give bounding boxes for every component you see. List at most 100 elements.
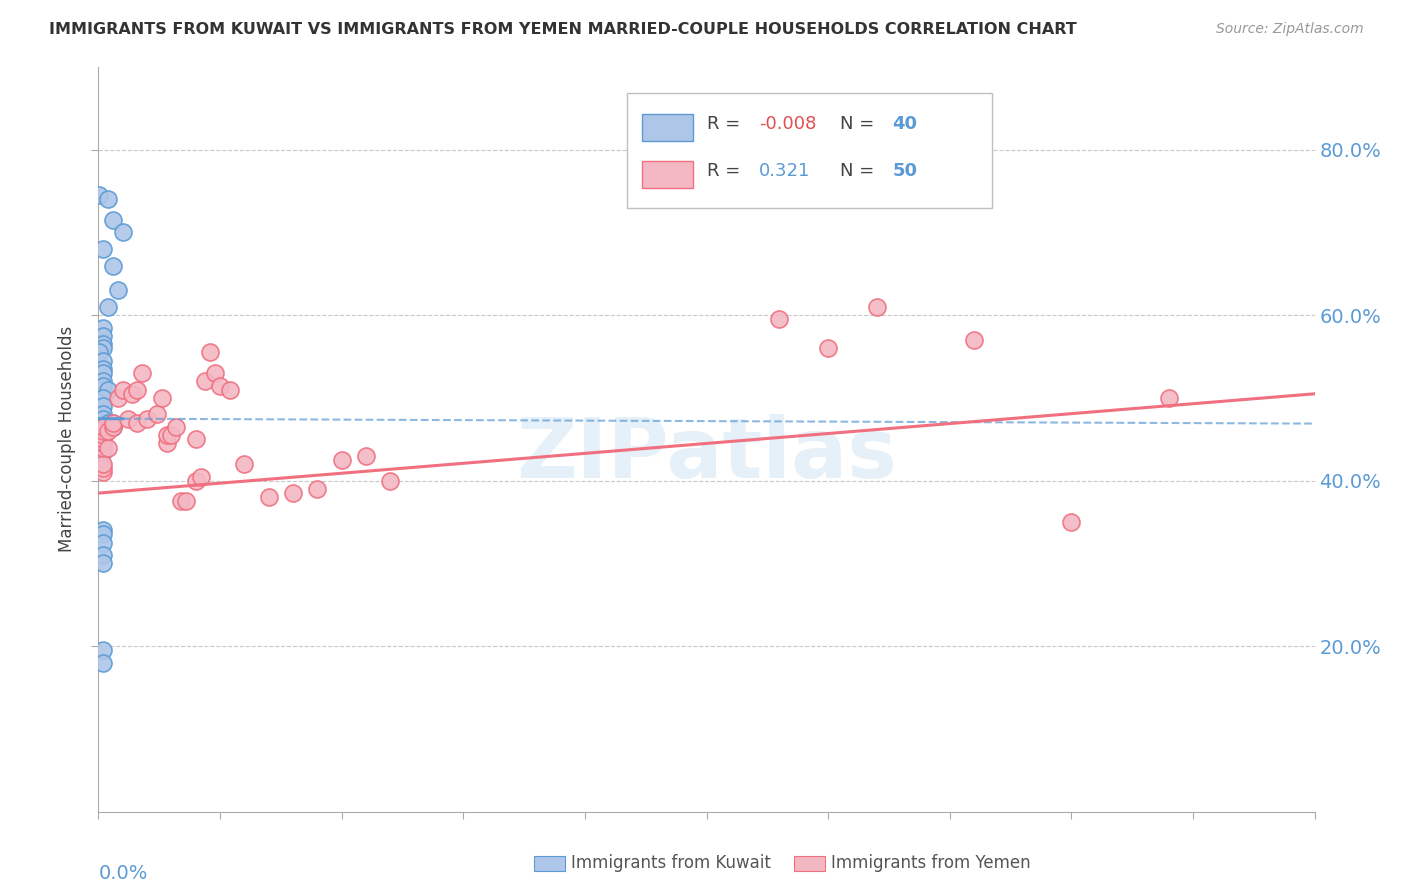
- Point: [97, 416, 120, 430]
- Text: ZIPatlas: ZIPatlas: [516, 414, 897, 495]
- Point: [91, 353, 114, 368]
- Point: [127, 383, 149, 397]
- Point: [107, 391, 129, 405]
- Point: [91, 428, 114, 442]
- Point: [91, 366, 114, 380]
- Point: [204, 366, 226, 380]
- Point: [91, 337, 114, 351]
- Point: [97, 424, 120, 438]
- Point: [107, 284, 129, 298]
- Point: [127, 416, 149, 430]
- Text: 50: 50: [893, 162, 918, 180]
- Point: [91, 432, 114, 446]
- Point: [209, 378, 232, 392]
- Point: [91, 527, 114, 541]
- Point: [817, 341, 839, 355]
- Point: [150, 391, 173, 405]
- Point: [354, 449, 377, 463]
- Point: [200, 345, 222, 359]
- Point: [160, 428, 183, 442]
- Point: [330, 453, 353, 467]
- Point: [91, 466, 114, 480]
- Point: [91, 441, 114, 455]
- Point: [91, 391, 114, 405]
- Point: [91, 524, 114, 538]
- Point: [91, 557, 114, 571]
- Point: [218, 383, 240, 397]
- Point: [91, 375, 114, 389]
- Point: [91, 436, 114, 450]
- Point: [111, 383, 134, 397]
- Text: 40: 40: [893, 115, 918, 133]
- Point: [91, 242, 114, 256]
- FancyBboxPatch shape: [627, 93, 993, 209]
- Point: [174, 494, 197, 508]
- Point: [91, 457, 114, 471]
- Text: Immigrants from Kuwait: Immigrants from Kuwait: [571, 854, 770, 871]
- Point: [190, 469, 212, 483]
- Point: [184, 432, 207, 446]
- Point: [131, 366, 153, 380]
- Point: [89, 449, 111, 463]
- Point: [91, 444, 114, 458]
- Point: [91, 411, 114, 425]
- Point: [89, 345, 111, 359]
- Text: R =: R =: [707, 115, 745, 133]
- Point: [101, 420, 124, 434]
- Point: [184, 474, 207, 488]
- Point: [91, 399, 114, 413]
- Point: [91, 548, 114, 562]
- Point: [1060, 515, 1083, 529]
- Point: [146, 408, 169, 422]
- Point: [170, 494, 193, 508]
- Point: [101, 416, 124, 430]
- Point: [91, 441, 114, 455]
- Point: [101, 416, 124, 430]
- Point: [257, 490, 280, 504]
- Point: [91, 424, 114, 438]
- Point: [91, 424, 114, 438]
- Y-axis label: Married-couple Households: Married-couple Households: [58, 326, 76, 552]
- Point: [117, 411, 139, 425]
- Point: [91, 341, 114, 355]
- Point: [768, 312, 790, 326]
- Point: [91, 643, 114, 657]
- Point: [121, 386, 143, 401]
- Text: IMMIGRANTS FROM KUWAIT VS IMMIGRANTS FROM YEMEN MARRIED-COUPLE HOUSEHOLDS CORREL: IMMIGRANTS FROM KUWAIT VS IMMIGRANTS FRO…: [49, 22, 1077, 37]
- Text: N =: N =: [841, 115, 880, 133]
- Point: [91, 436, 114, 450]
- Point: [281, 486, 304, 500]
- Point: [91, 535, 114, 549]
- Point: [1157, 391, 1180, 405]
- Point: [307, 482, 329, 496]
- Point: [101, 213, 124, 227]
- Point: [111, 226, 134, 240]
- Point: [91, 320, 114, 334]
- Text: -0.008: -0.008: [759, 115, 817, 133]
- Point: [97, 192, 120, 206]
- Point: [91, 408, 114, 422]
- Text: Source: ZipAtlas.com: Source: ZipAtlas.com: [1216, 22, 1364, 37]
- Point: [233, 457, 256, 471]
- Bar: [643, 161, 693, 187]
- Point: [165, 420, 187, 434]
- Point: [155, 428, 177, 442]
- Text: Immigrants from Yemen: Immigrants from Yemen: [831, 854, 1031, 871]
- Text: R =: R =: [707, 162, 745, 180]
- Point: [91, 428, 114, 442]
- Point: [91, 461, 114, 475]
- Point: [155, 436, 177, 450]
- Point: [97, 383, 120, 397]
- Point: [89, 188, 111, 202]
- Text: N =: N =: [841, 162, 880, 180]
- Point: [97, 300, 120, 314]
- Bar: [643, 114, 693, 141]
- Point: [866, 300, 889, 314]
- Point: [136, 411, 159, 425]
- Point: [91, 656, 114, 670]
- Point: [91, 362, 114, 376]
- Point: [101, 259, 124, 273]
- Point: [91, 420, 114, 434]
- Text: 0.0%: 0.0%: [98, 863, 148, 883]
- Point: [963, 333, 986, 347]
